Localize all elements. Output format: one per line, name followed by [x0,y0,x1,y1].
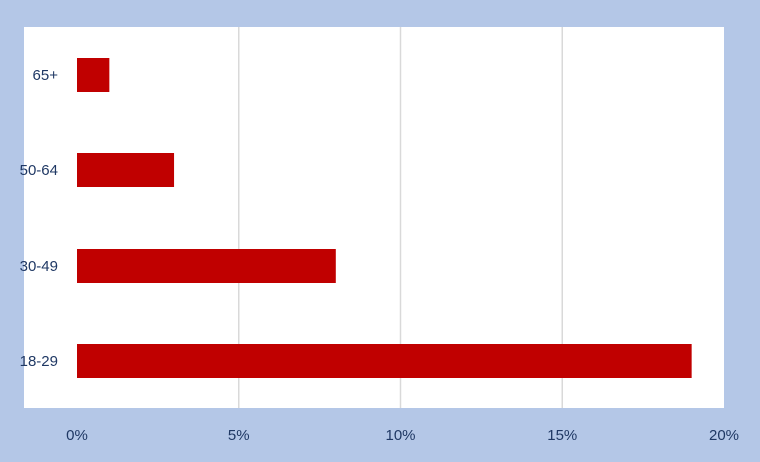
bar-18-29 [77,344,692,378]
bars [77,58,692,378]
x-tick-label: 0% [66,427,88,444]
x-tick-label: 20% [709,427,739,444]
y-category-label: 50-64 [20,162,58,179]
y-category-label: 65+ [33,67,59,84]
y-category-label: 30-49 [20,258,58,275]
x-tick-label: 10% [385,427,415,444]
bar-50-64 [77,153,175,187]
category-axis-labels: 18-29 30-49 50-64 65+ [20,67,59,370]
bar-30-49 [77,249,336,283]
bar-65+ [77,58,110,92]
value-axis-labels: 0% 5% 10% 15% 20% [66,427,739,444]
y-category-label: 18-29 [20,353,58,370]
x-tick-label: 5% [228,427,250,444]
x-tick-label: 15% [547,427,577,444]
